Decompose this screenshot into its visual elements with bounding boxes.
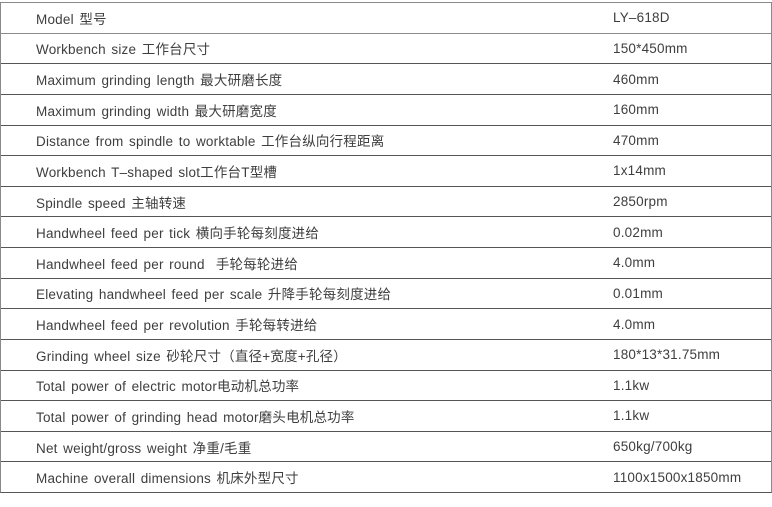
spec-label: Total power of grinding head motor磨头电机总功… <box>36 409 355 425</box>
spec-value: 2850rpm <box>613 194 668 210</box>
spec-value: LY–618D <box>613 10 670 26</box>
spec-label: Maximum grinding length 最大研磨长度 <box>36 73 283 89</box>
spec-row-max-grinding-length: Maximum grinding length 最大研磨长度 460mm <box>1 63 771 94</box>
spec-table: Model 型号 LY–618D Workbench size 工作台尺寸 15… <box>0 2 772 493</box>
spec-row-grinding-head-motor-power: Total power of grinding head motor磨头电机总功… <box>1 400 771 431</box>
spec-value: 470mm <box>613 132 660 148</box>
spec-label: Elevating handwheel feed per scale 升降手轮每… <box>36 287 392 303</box>
spec-row-max-grinding-width: Maximum grinding width 最大研磨宽度 160mm <box>1 93 771 125</box>
spec-row-feed-per-round: Handwheel feed per round 手轮每轮进给 4.0mm <box>1 247 771 278</box>
spec-label: Distance from spindle to worktable 工作台纵向… <box>36 134 385 150</box>
spec-label: Net weight/gross weight 净重/毛重 <box>36 440 252 456</box>
spec-value: 460mm <box>613 71 660 87</box>
spec-value: 1.1kw <box>613 408 650 424</box>
spec-label: Workbench size 工作台尺寸 <box>36 42 211 58</box>
spec-row-workbench-size: Workbench size 工作台尺寸 150*450mm <box>1 32 771 64</box>
spec-row-feed-per-revolution: Handwheel feed per revolution 手轮每转进给 4.0… <box>1 308 771 339</box>
spec-value: 1100x1500x1850mm <box>613 469 742 485</box>
spec-value: 0.02mm <box>613 224 663 240</box>
spec-label: Workbench T–shaped slot工作台T型槽 <box>36 164 278 180</box>
spec-row-t-slot: Workbench T–shaped slot工作台T型槽 1x14mm <box>1 155 771 186</box>
spec-row-grinding-wheel-size: Grinding wheel size 砂轮尺寸（直径+宽度+孔径） 180*1… <box>1 338 771 370</box>
spec-label: Handwheel feed per round 手轮每轮进给 <box>36 256 299 272</box>
spec-row-overall-dimensions: Machine overall dimensions 机床外型尺寸 1100x1… <box>1 461 771 492</box>
spec-value: 180*13*31.75mm <box>613 347 721 363</box>
spec-value: 0.01mm <box>613 285 663 301</box>
spec-row-spindle-to-worktable: Distance from spindle to worktable 工作台纵向… <box>1 124 771 156</box>
spec-row-electric-motor-power: Total power of electric motor电动机总功率 1.1k… <box>1 369 771 401</box>
spec-value: 4.0mm <box>613 316 656 332</box>
spec-label: Total power of electric motor电动机总功率 <box>36 379 300 395</box>
spec-row-model: Model 型号 LY–618D <box>1 2 771 33</box>
spec-label: Machine overall dimensions 机床外型尺寸 <box>36 471 299 487</box>
spec-value: 150*450mm <box>613 40 688 56</box>
spec-row-net-gross-weight: Net weight/gross weight 净重/毛重 650kg/700k… <box>1 430 771 462</box>
spec-label: Grinding wheel size 砂轮尺寸（直径+宽度+孔径） <box>36 348 347 364</box>
spec-value: 1x14mm <box>613 163 666 179</box>
spec-label: Handwheel feed per revolution 手轮每转进给 <box>36 318 318 334</box>
spec-row-spindle-speed: Spindle speed 主轴转速 2850rpm <box>1 185 771 217</box>
spec-label: Maximum grinding width 最大研磨宽度 <box>36 103 277 119</box>
spec-label: Handwheel feed per tick 横向手轮每刻度进给 <box>36 226 320 242</box>
spec-row-feed-per-tick: Handwheel feed per tick 横向手轮每刻度进给 0.02mm <box>1 216 771 247</box>
spec-row-elevating-feed-per-scale: Elevating handwheel feed per scale 升降手轮每… <box>1 277 771 309</box>
spec-label: Spindle speed 主轴转速 <box>36 195 187 211</box>
spec-value: 160mm <box>613 102 660 118</box>
spec-label: Model 型号 <box>36 11 107 27</box>
spec-value: 1.1kw <box>613 377 650 393</box>
spec-value: 650kg/700kg <box>613 439 693 455</box>
spec-value: 4.0mm <box>613 255 656 271</box>
